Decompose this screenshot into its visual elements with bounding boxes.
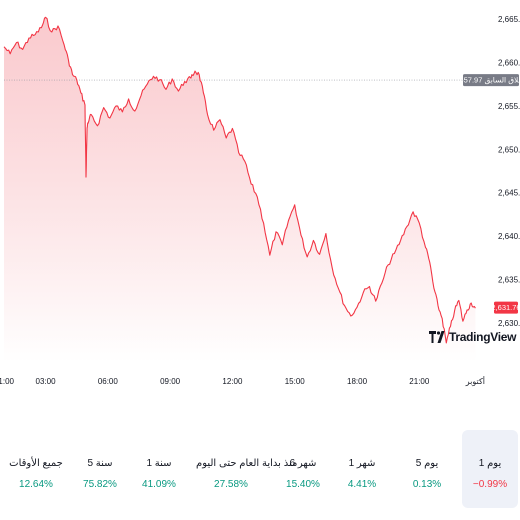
- x-tick-label: 12:00: [222, 377, 243, 386]
- y-tick-label: 2,660.00: [498, 58, 520, 67]
- period-label: 1 سنة: [146, 458, 172, 469]
- price-area-fill: [4, 17, 476, 363]
- period-change-value: 41.09%: [142, 479, 176, 490]
- tradingview-logo[interactable]: TradingView: [429, 330, 516, 344]
- x-tick-label: 06:00: [98, 377, 119, 386]
- period-tab[interactable]: جميع الأوقات 12.64%: [8, 430, 64, 508]
- period-label: 6 شهر: [289, 458, 317, 469]
- period-change-value: 15.40%: [286, 479, 320, 490]
- price-chart[interactable]: 2,665.00 2,660.00 2,655.00 2,650.00 2,645.00…: [0, 0, 520, 400]
- period-label: 1 شهر: [348, 458, 376, 469]
- period-tab[interactable]: 1 شهر 4.41%: [334, 430, 390, 508]
- x-tick-label: 03:00: [36, 377, 57, 386]
- period-tab[interactable]: 6 شهر 15.40%: [275, 430, 331, 508]
- tradingview-logo-icon: [429, 331, 445, 343]
- previous-close-text: الإغلاق السابق 2,657.97: [453, 76, 520, 85]
- x-tick-label: 01:00: [0, 377, 15, 386]
- period-change-value: 75.82%: [83, 479, 117, 490]
- period-label: جميع الأوقات: [9, 458, 63, 469]
- period-performance-list: جميع الأوقات 12.64% 5 سنة 75.82% 1 سنة 41.09%…: [0, 430, 520, 510]
- period-change-value: 27.58%: [214, 479, 248, 490]
- y-tick-label: 2,640.00: [498, 232, 520, 241]
- y-tick-label: 2,655.00: [498, 102, 520, 111]
- y-tick-label: 2,665.00: [498, 15, 520, 24]
- x-tick-label: 18:00: [347, 377, 368, 386]
- period-change-value: 12.64%: [19, 479, 53, 490]
- price-line: [3, 16, 476, 344]
- last-price-text: 2,631.76: [491, 303, 520, 312]
- period-tab[interactable]: 1 يوم −0.99%: [462, 430, 518, 508]
- last-price-badge: 2,631.76: [491, 301, 520, 314]
- period-change-value: 0.13%: [412, 479, 442, 490]
- y-axis: 2,665.00 2,660.00 2,655.00 2,650.00 2,645.00…: [498, 15, 520, 328]
- x-tick-label: 21:00: [409, 377, 430, 386]
- brand-name: TradingView: [449, 330, 517, 344]
- period-tab[interactable]: 5 يوم 0.13%: [399, 430, 455, 508]
- x-tick-label: أكتوبر: [465, 376, 485, 386]
- x-tick-label: 09:00: [160, 377, 181, 386]
- y-tick-label: 2,630.00: [498, 319, 520, 328]
- x-tick-label: 15:00: [285, 377, 306, 386]
- y-tick-label: 2,635.00: [498, 276, 520, 285]
- y-tick-label: 2,645.00: [498, 189, 520, 198]
- period-label: منذ بداية العام حتى اليوم: [196, 458, 298, 469]
- period-label: 1 يوم: [478, 458, 502, 469]
- period-tab[interactable]: 1 سنة 41.09%: [131, 430, 187, 508]
- x-axis: 01:00 03:00 06:00 09:00 12:00 15:00 18:00 21:00…: [0, 376, 485, 386]
- period-label: 5 سنة: [87, 458, 113, 469]
- period-change-value: 4.41%: [347, 479, 377, 490]
- period-tab[interactable]: منذ بداية العام حتى اليوم 27.58%: [196, 430, 298, 508]
- period-change-value: −0.99%: [472, 479, 508, 490]
- y-tick-label: 2,650.00: [498, 145, 520, 154]
- previous-close-badge: الإغلاق السابق 2,657.97: [453, 74, 520, 87]
- period-label: 5 يوم: [415, 458, 439, 469]
- period-tab[interactable]: 5 سنة 75.82%: [72, 430, 128, 508]
